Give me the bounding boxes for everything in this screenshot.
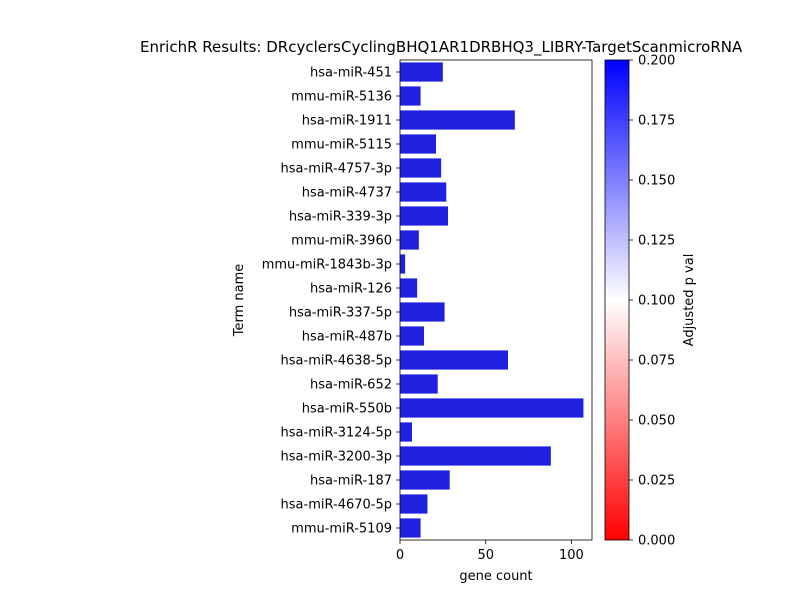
bar-hsa-miR-339-3p [400,206,448,226]
y-tick-label: hsa-miR-187 [310,474,392,489]
y-tick-label: hsa-miR-550b [302,402,392,417]
y-tick-label: hsa-miR-339-3p [289,210,392,225]
axes-layer: hsa-miR-451 mmu-miR-5136 hsa-miR-1911 mmu-m… [262,59,593,563]
colorbar-tick-label: 0.025 [638,474,675,489]
bar-mmu-miR-5136 [400,86,421,106]
y-tick-label: hsa-miR-1911 [302,114,392,129]
bar-hsa-miR-187 [400,470,450,490]
bar-mmu-miR-1843b-3p [400,254,406,274]
x-axis-label: gene count [459,569,532,584]
colorbar-gradient [604,59,630,541]
chart-title: EnrichR Results: DRcyclersCyclingBHQ1AR1… [140,38,743,57]
colorbar-tick-label: 0.000 [638,534,675,549]
colorbar-tick-label: 0.200 [638,54,675,69]
x-tick-label: 100 [559,548,584,563]
y-tick-label: hsa-miR-652 [310,378,392,393]
bar-mmu-miR-3960 [400,230,419,250]
y-tick-label: hsa-miR-451 [310,66,392,81]
bar-hsa-miR-4737 [400,182,447,202]
y-tick-label: hsa-miR-3200-3p [281,450,392,465]
colorbar-tick-label: 0.100 [638,294,675,309]
bar-hsa-miR-451 [400,62,443,82]
bar-mmu-miR-5115 [400,134,436,154]
colorbar-label: Adjusted p val [682,254,697,347]
plot-frame [399,59,593,541]
y-tick-label: hsa-miR-4638-5p [281,354,392,369]
colorbar-tick-label: 0.075 [638,354,675,369]
x-tick-label: 50 [477,548,494,563]
y-tick-label: hsa-miR-4670-5p [281,498,392,513]
y-axis-label: Term name [232,264,247,338]
bar-hsa-miR-4757-3p [400,158,442,178]
y-tick-label: hsa-miR-4757-3p [281,162,392,177]
bar-hsa-miR-652 [400,374,438,394]
bar-hsa-miR-337-5p [400,302,445,322]
bar-hsa-miR-3124-5p [400,422,412,442]
bar-hsa-miR-550b [400,398,584,418]
bar-hsa-miR-3200-3p [400,446,551,466]
bar-hsa-miR-4670-5p [400,494,428,514]
colorbar-tick-label: 0.050 [638,414,675,429]
colorbar-tick-label: 0.175 [638,114,675,129]
y-tick-label: mmu-miR-1843b-3p [262,258,392,273]
bar-hsa-miR-4638-5p [400,350,508,370]
y-tick-label: hsa-miR-337-5p [289,306,392,321]
colorbar: 0.000 0.025 0.050 0.075 0.100 0.125 0.150 0.175… [604,54,675,549]
y-tick-label: mmu-miR-5136 [291,90,392,105]
x-tick-label: 0 [396,548,404,563]
bar-mmu-miR-5109 [400,518,421,538]
bar-hsa-miR-1911 [400,110,515,130]
y-tick-label: mmu-miR-5109 [291,522,392,537]
y-tick-label: hsa-miR-487b [302,330,392,345]
y-tick-label: hsa-miR-3124-5p [281,426,392,441]
bar-hsa-miR-487b [400,326,424,346]
bars-layer [400,62,584,538]
bar-hsa-miR-126 [400,278,418,298]
colorbar-tick-label: 0.150 [638,174,675,189]
y-tick-label: mmu-miR-3960 [291,234,392,249]
colorbar-tick-label: 0.125 [638,234,675,249]
y-tick-label: mmu-miR-5115 [291,138,392,153]
y-tick-label: hsa-miR-126 [310,282,392,297]
y-tick-label: hsa-miR-4737 [302,186,392,201]
